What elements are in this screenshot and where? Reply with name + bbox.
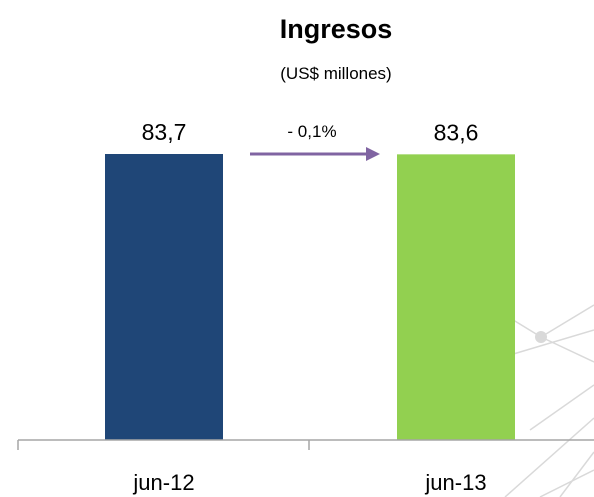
bar-jun-13	[397, 154, 515, 441]
chart-title: Ingresos	[280, 14, 393, 44]
data-label-jun-13: 83,6	[434, 119, 479, 145]
data-label-jun-12: 83,7	[142, 119, 187, 145]
chart-subtitle: (US$ millones)	[280, 64, 391, 83]
change-arrow	[250, 147, 380, 161]
change-label: - 0,1%	[287, 122, 336, 141]
bar-jun-12	[105, 154, 223, 440]
x-axis	[17, 439, 594, 450]
x-tick-label-jun-13: jun-13	[424, 470, 486, 495]
background-network-decoration	[504, 304, 594, 497]
x-tick-label-jun-12: jun-12	[132, 470, 194, 495]
